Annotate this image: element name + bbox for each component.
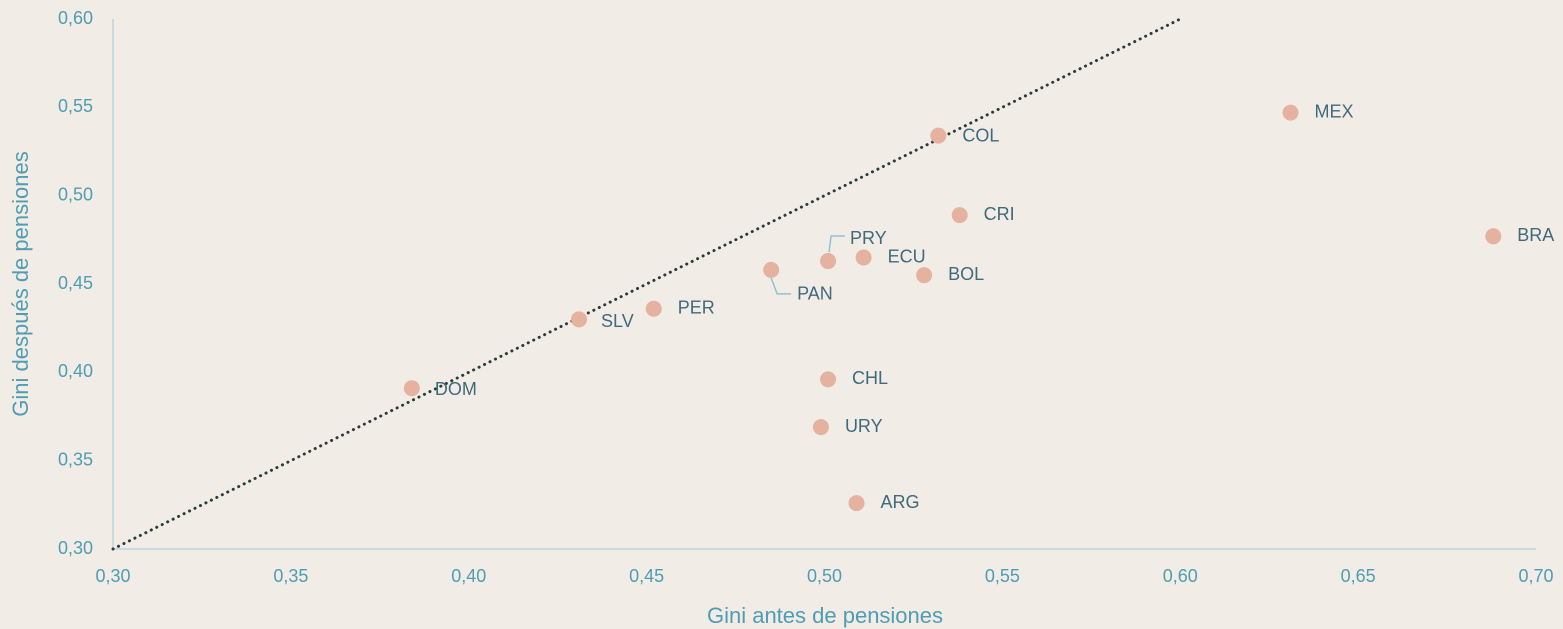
point <box>403 380 420 397</box>
x-tick-label: 0,30 <box>95 566 130 586</box>
point <box>812 419 829 436</box>
point-label: ECU <box>888 246 926 266</box>
x-tick-label: 0,50 <box>807 566 842 586</box>
y-tick-label: 0,45 <box>58 273 93 293</box>
point-label: PAN <box>797 284 833 304</box>
point-label: URY <box>845 416 883 436</box>
point-label: PRY <box>850 228 887 248</box>
x-tick-label: 0,70 <box>1518 566 1553 586</box>
point <box>571 311 588 328</box>
point <box>951 207 968 224</box>
point <box>930 127 947 144</box>
y-tick-label: 0,55 <box>58 96 93 116</box>
point-label: CHL <box>852 368 888 388</box>
point-label: PER <box>678 297 715 317</box>
point-label: DOM <box>435 379 477 399</box>
point <box>916 267 933 284</box>
point-label: MEX <box>1315 101 1354 121</box>
x-axis-title: Gini antes de pensiones <box>707 603 943 628</box>
y-axis-title: Gini después de pensiones <box>8 151 33 416</box>
y-tick-label: 0,35 <box>58 449 93 469</box>
point-label: SLV <box>601 311 634 331</box>
y-tick-label: 0,30 <box>58 538 93 558</box>
x-tick-label: 0,55 <box>985 566 1020 586</box>
y-tick-label: 0,50 <box>58 184 93 204</box>
leader-line <box>828 235 846 253</box>
x-tick-label: 0,60 <box>1163 566 1198 586</box>
x-tick-label: 0,35 <box>273 566 308 586</box>
point <box>820 253 837 270</box>
point <box>820 371 837 388</box>
leader-line <box>770 277 792 295</box>
point-label: ARG <box>881 492 920 512</box>
point <box>763 261 780 278</box>
x-tick-label: 0,65 <box>1341 566 1376 586</box>
y-tick-label: 0,40 <box>58 361 93 381</box>
point-label: COL <box>962 125 999 145</box>
point <box>1282 104 1299 121</box>
x-tick-label: 0,40 <box>451 566 486 586</box>
point <box>645 300 662 317</box>
y-tick-label: 0,60 <box>58 8 93 28</box>
point-label: BRA <box>1517 225 1554 245</box>
point-label: BOL <box>948 264 984 284</box>
point <box>1485 228 1502 245</box>
x-tick-label: 0,45 <box>629 566 664 586</box>
point <box>848 495 865 512</box>
reference-line <box>111 17 1182 551</box>
point-label: CRI <box>984 204 1015 224</box>
point <box>855 249 872 266</box>
